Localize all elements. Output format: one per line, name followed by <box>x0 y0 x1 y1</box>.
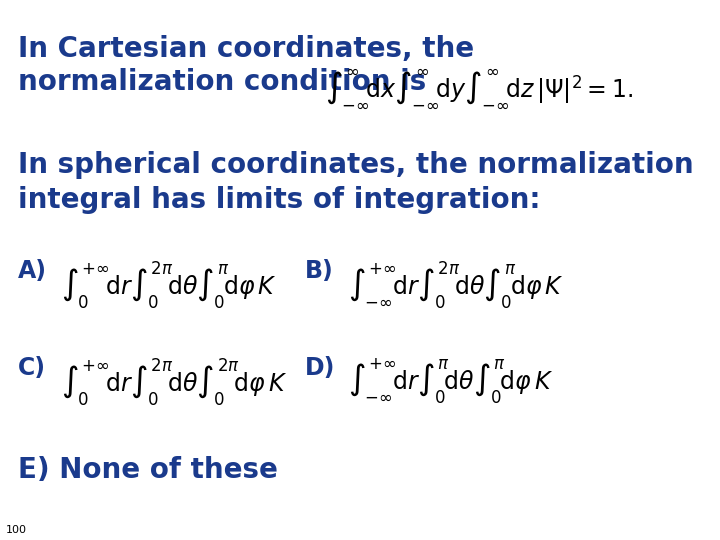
Text: $\int_{0}^{+\infty}\!\mathrm{d}r\int_{0}^{2\pi}\!\mathrm{d}\theta\int_{0}^{2\pi}: $\int_{0}^{+\infty}\!\mathrm{d}r\int_{0}… <box>61 356 288 408</box>
Text: A): A) <box>17 259 47 283</box>
Text: integral has limits of integration:: integral has limits of integration: <box>17 186 540 214</box>
Text: $\int_{-\infty}^{\infty}\!\mathrm{d}x\int_{-\infty}^{\infty}\!\mathrm{d}y\int_{-: $\int_{-\infty}^{\infty}\!\mathrm{d}x\in… <box>325 68 634 110</box>
Text: D): D) <box>305 356 335 380</box>
Text: E) None of these: E) None of these <box>17 456 277 484</box>
Text: $\int_{0}^{+\infty}\!\mathrm{d}r\int_{0}^{2\pi}\!\mathrm{d}\theta\int_{0}^{\pi}\: $\int_{0}^{+\infty}\!\mathrm{d}r\int_{0}… <box>61 259 277 310</box>
Text: In Cartesian coordinates, the: In Cartesian coordinates, the <box>17 35 474 63</box>
Text: $\int_{-\infty}^{+\infty}\!\mathrm{d}r\int_{0}^{2\pi}\!\mathrm{d}\theta\int_{0}^: $\int_{-\infty}^{+\infty}\!\mathrm{d}r\i… <box>348 259 564 310</box>
Text: B): B) <box>305 259 333 283</box>
Text: $\int_{-\infty}^{+\infty}\!\mathrm{d}r\int_{0}^{\pi}\!\mathrm{d}\theta\int_{0}^{: $\int_{-\infty}^{+\infty}\!\mathrm{d}r\i… <box>348 356 554 406</box>
Text: 100: 100 <box>6 524 27 535</box>
Text: normalization condition is: normalization condition is <box>17 68 426 96</box>
Text: C): C) <box>17 356 45 380</box>
Text: In spherical coordinates, the normalization: In spherical coordinates, the normalizat… <box>17 151 693 179</box>
